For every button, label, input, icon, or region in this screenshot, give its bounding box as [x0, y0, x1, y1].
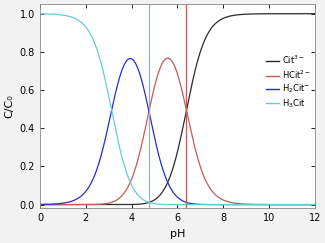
Y-axis label: C/C₀: C/C₀ — [4, 95, 14, 118]
X-axis label: pH: pH — [170, 229, 185, 239]
Legend: Cit$^{3-}$, HCit$^{2-}$, H$_2$Cit$^{-}$, H$_3$Cit: Cit$^{3-}$, HCit$^{2-}$, H$_2$Cit$^{-}$,… — [265, 52, 313, 112]
